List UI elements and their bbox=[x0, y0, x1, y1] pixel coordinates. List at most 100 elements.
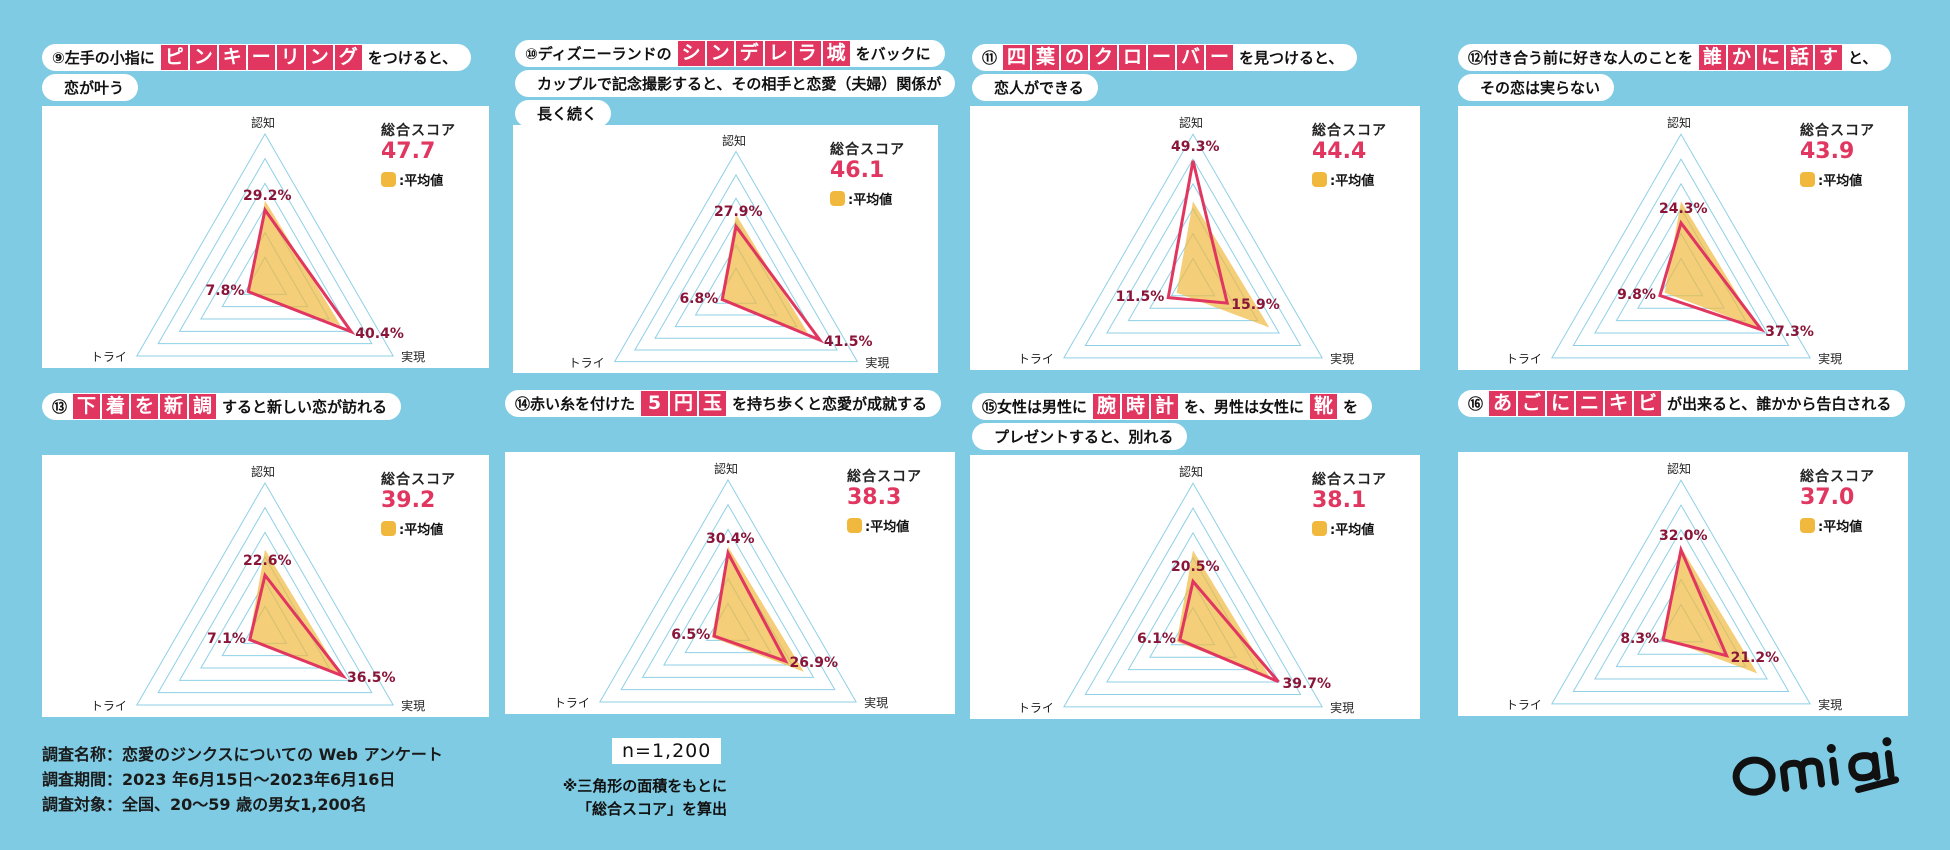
total-score-label: 総合スコア bbox=[1312, 472, 1387, 488]
total-score-box: 総合スコア 47.7:平均値 bbox=[381, 120, 471, 189]
radar-chart-card-9: 認知 実現 トライ 29.2% 7.8% 40.4% 総合スコア 47.7:平均値 bbox=[42, 106, 489, 368]
radar-svg bbox=[135, 481, 395, 706]
total-score-box: 総合スコア 37.0:平均値 bbox=[1800, 466, 1890, 535]
legend-label: :平均値 bbox=[399, 174, 444, 189]
title-text: プレゼントすると、別れる bbox=[994, 428, 1174, 446]
average-area bbox=[1176, 201, 1270, 328]
survey-info: 調査名称：恋愛のジンクスについての Web アンケート 調査期間：2023 年6… bbox=[42, 742, 443, 817]
radar-svg bbox=[1550, 479, 1812, 705]
highlight-keyword: シンデレラ城 bbox=[677, 41, 850, 66]
highlight-char: 腕 bbox=[1093, 394, 1121, 419]
radar-svg bbox=[598, 478, 858, 703]
legend-average: :平均値 bbox=[1312, 519, 1402, 538]
panel-title-9: ⑨左手の小指にピンキーリングをつけると、 恋が叶う bbox=[42, 44, 512, 104]
survey-target: 調査対象：全国、20～59 歳の男女1,200名 bbox=[42, 795, 367, 814]
series-line bbox=[1661, 544, 1730, 658]
highlight-char: 誰 bbox=[1699, 45, 1727, 70]
value-label-right: 41.5% bbox=[823, 334, 873, 351]
grid-ring bbox=[135, 132, 395, 357]
grid-ring bbox=[1084, 158, 1302, 346]
title-text: ⑨左手の小指に bbox=[52, 49, 155, 67]
title-text: をつけると、 bbox=[367, 49, 458, 67]
highlight-char: 円 bbox=[670, 391, 698, 416]
value-label-top: 20.5% bbox=[1171, 559, 1220, 576]
value-label-left: 6.1% bbox=[1137, 630, 1176, 647]
title-line: カップルで記念撮影すると、その相手と恋愛（夫婦）関係が bbox=[515, 70, 956, 97]
highlight-char: 城 bbox=[822, 41, 850, 66]
title-text: を持ち歩くと恋愛が成就する bbox=[732, 395, 928, 413]
radar-chart-card-10: 認知 実現 トライ 27.9% 6.8% 41.5% 総合スコア 46.1:平均値 bbox=[513, 125, 938, 373]
series-line bbox=[246, 206, 356, 336]
average-swatch-icon bbox=[381, 521, 396, 536]
highlight-char: ー bbox=[247, 45, 275, 70]
axis-label-right: 実現 bbox=[865, 355, 890, 370]
legend-label: :平均値 bbox=[1330, 174, 1375, 189]
total-score-box: 総合スコア 46.1:平均値 bbox=[830, 139, 920, 208]
axis-label-right: 実現 bbox=[401, 699, 426, 713]
highlight-char: バ bbox=[1177, 45, 1205, 70]
highlight-char: 葉 bbox=[1032, 45, 1060, 70]
value-label-right: 15.9% bbox=[1231, 297, 1280, 314]
title-text: を、男性は女性に bbox=[1184, 398, 1305, 416]
title-text: ⑯ bbox=[1468, 395, 1484, 413]
grid-ring bbox=[157, 157, 373, 345]
title-line: ⑭赤い糸を付けた 5 円玉を持ち歩くと恋愛が成就する bbox=[505, 390, 942, 417]
title-text: を bbox=[1343, 398, 1359, 416]
radar-chart-card-11: 認知 実現 トライ 49.3% 11.5% 15.9% 総合スコア 44.4:平均値 bbox=[970, 106, 1420, 370]
radar-chart-card-12: 認知 実現 トライ 24.3% 9.8% 37.3% 総合スコア 43.9:平均値 bbox=[1458, 106, 1908, 370]
title-line: ⑯ あごにニキビが出来ると、誰かから告白される bbox=[1458, 390, 1906, 417]
series-line bbox=[712, 548, 789, 664]
axis-label-top: 認知 bbox=[1179, 116, 1204, 131]
value-label-right: 40.4% bbox=[355, 325, 404, 342]
legend-average: :平均値 bbox=[381, 170, 471, 189]
axis-label-left: トライ bbox=[90, 699, 127, 713]
value-label-left: 7.1% bbox=[207, 630, 246, 647]
radar-chart-card-16: 認知 実現 トライ 32.0% 8.3% 21.2% 総合スコア 37.0:平均値 bbox=[1458, 452, 1908, 716]
grid-ring bbox=[1572, 158, 1790, 346]
title-line: 恋人ができる bbox=[972, 74, 1098, 101]
grid-ring bbox=[1062, 482, 1324, 708]
value-label-right: 37.3% bbox=[1765, 323, 1814, 340]
title-text: ⑬ bbox=[52, 398, 68, 416]
highlight-keyword: 下着を新調 bbox=[73, 394, 217, 419]
total-score-label: 総合スコア bbox=[830, 142, 905, 158]
highlight-char: 着 bbox=[102, 394, 130, 419]
axis-label-left: トライ bbox=[90, 350, 127, 364]
highlight-char: ン bbox=[706, 41, 734, 66]
total-score-box: 総合スコア 38.1:平均値 bbox=[1312, 469, 1402, 538]
average-swatch-icon bbox=[1312, 521, 1327, 536]
highlight-char: キ bbox=[218, 45, 246, 70]
total-score-value: 38.3 bbox=[847, 485, 902, 510]
highlight-char: あ bbox=[1489, 391, 1517, 416]
highlight-char: シ bbox=[677, 41, 705, 66]
axis-label-left: トライ bbox=[1017, 351, 1054, 366]
total-score-value: 43.9 bbox=[1800, 139, 1855, 164]
highlight-keyword: あごにニキビ bbox=[1489, 391, 1662, 416]
average-swatch-icon bbox=[381, 172, 396, 187]
axis-label-top: 認知 bbox=[1179, 465, 1204, 480]
highlight-char: 時 bbox=[1122, 394, 1150, 419]
grid-ring bbox=[135, 481, 395, 706]
total-score-box: 総合スコア 43.9:平均値 bbox=[1800, 120, 1890, 189]
score-note-line1: ※三角形の面積をもとに bbox=[562, 777, 727, 795]
title-line: その恋は実らない bbox=[1458, 74, 1615, 101]
highlight-char: に bbox=[1547, 391, 1575, 416]
series-line bbox=[248, 571, 348, 680]
series-line bbox=[720, 222, 825, 344]
total-score-value: 37.0 bbox=[1800, 485, 1855, 510]
legend-average: :平均値 bbox=[1312, 170, 1402, 189]
highlight-char: ピ bbox=[160, 45, 188, 70]
value-label-right: 26.9% bbox=[789, 655, 839, 672]
total-score-box: 総合スコア 39.2:平均値 bbox=[381, 469, 471, 538]
legend-label: :平均値 bbox=[399, 523, 444, 538]
grid-ring bbox=[1550, 133, 1812, 359]
value-label-top: 32.0% bbox=[1659, 527, 1708, 544]
average-area bbox=[1664, 547, 1758, 674]
highlight-char: 下 bbox=[73, 394, 101, 419]
highlight-char: グ bbox=[334, 45, 362, 70]
highlight-char: ー bbox=[1206, 45, 1234, 70]
total-score-label: 総合スコア bbox=[381, 123, 456, 139]
legend-average: :平均値 bbox=[381, 519, 471, 538]
score-note-line2: 「総合スコア」を算出 bbox=[576, 800, 727, 818]
